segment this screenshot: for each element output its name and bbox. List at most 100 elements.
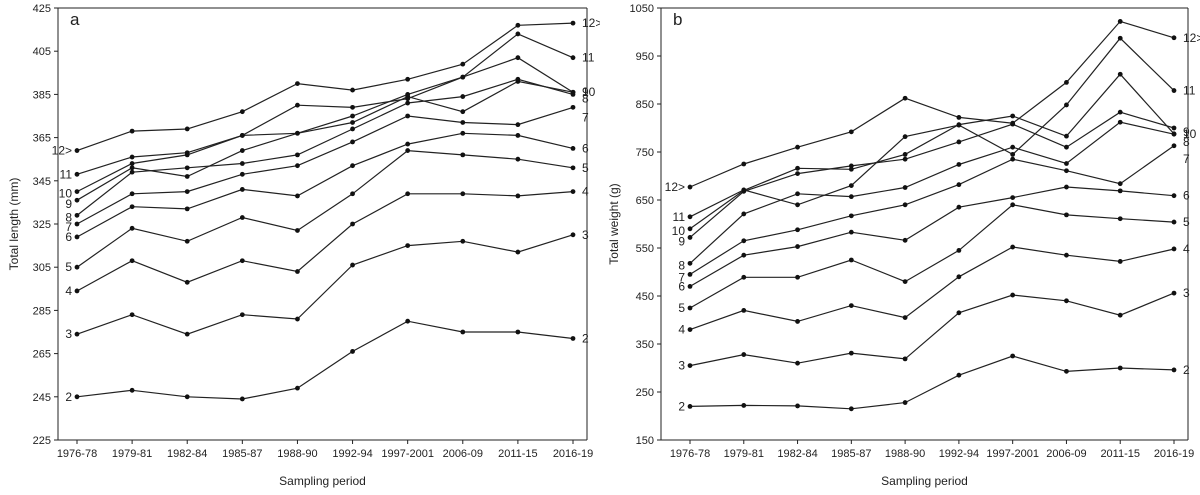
data-point (687, 363, 693, 368)
y-tick-label: 850 (636, 99, 654, 111)
data-point (295, 152, 300, 158)
series-start-label: 8 (65, 210, 72, 224)
data-point (74, 197, 80, 203)
data-point (1010, 113, 1016, 119)
series-end-label: 9 (1183, 125, 1190, 139)
series-line (76, 106, 574, 225)
series-line (689, 73, 1175, 230)
y-tick-label: 365 (33, 133, 51, 145)
data-point (239, 312, 245, 318)
data-point (848, 350, 854, 356)
data-point (687, 214, 693, 220)
data-point (848, 229, 854, 235)
data-point (956, 310, 962, 316)
series-end-label: 8 (582, 91, 589, 105)
data-point (129, 165, 135, 171)
data-point (795, 227, 800, 233)
data-point (295, 163, 300, 169)
data-point (1064, 102, 1069, 108)
series-start-label: 11 (673, 210, 686, 224)
data-point (460, 120, 466, 125)
data-point (184, 238, 190, 244)
data-point (460, 94, 466, 99)
series-12-plus: 12> 12> (665, 19, 1200, 194)
series-start-label: 6 (678, 279, 685, 293)
y-tick-label: 1050 (630, 3, 654, 15)
data-point (1171, 125, 1177, 131)
series-11: 11 11 (60, 31, 595, 181)
data-point (687, 305, 693, 311)
series-start-label: 12> (665, 180, 685, 194)
series-start-label: 12> (52, 144, 72, 158)
series-line (76, 33, 574, 175)
data-point (902, 95, 908, 101)
data-point (129, 312, 135, 318)
y-tick-label: 150 (636, 435, 654, 447)
data-point (184, 126, 190, 132)
data-point (515, 133, 521, 138)
data-point (1117, 365, 1123, 371)
data-point (1010, 120, 1016, 126)
x-tick-label: 2016-19 (1154, 448, 1194, 460)
data-point (350, 191, 355, 197)
y-tick-label: 345 (33, 176, 51, 188)
series-end-label: 12> (582, 16, 600, 30)
data-point (460, 191, 466, 197)
data-point (405, 191, 411, 197)
series-5: 55 (678, 202, 1190, 315)
data-point (460, 74, 466, 80)
series-11: 11 11 (673, 35, 1196, 224)
x-tick-label: 1988-90 (885, 448, 925, 460)
data-point (795, 274, 800, 280)
data-point (184, 165, 190, 171)
x-tick-label: 1976-78 (57, 448, 97, 460)
data-point (350, 104, 355, 110)
series-start-label: 7 (65, 220, 72, 234)
data-point (741, 274, 747, 280)
data-point (687, 272, 693, 277)
data-point (239, 148, 245, 153)
series-line (76, 78, 574, 216)
y-tick-label: 425 (33, 3, 51, 15)
series-8: 88 (678, 119, 1190, 272)
data-point (350, 221, 355, 227)
data-point (239, 171, 245, 177)
series-line (689, 246, 1175, 331)
x-tick-label: 1992-94 (332, 448, 372, 460)
series-end-label: 2 (1183, 363, 1190, 377)
data-point (848, 129, 854, 135)
data-point (741, 308, 747, 313)
series-end-label: 7 (1183, 152, 1190, 166)
series-line (689, 186, 1175, 287)
data-point (956, 274, 962, 280)
series-start-label: 2 (678, 399, 685, 413)
series-3: 33 (678, 286, 1190, 372)
y-tick-label: 305 (33, 262, 51, 274)
panel-label: b (673, 10, 682, 29)
y-tick-label: 450 (636, 291, 654, 303)
data-point (184, 206, 190, 212)
series-12-plus: 12> 12> (52, 16, 600, 157)
series-start-label: 11 (60, 167, 73, 181)
data-point (1117, 71, 1123, 77)
series-end-label: 8 (1183, 135, 1190, 149)
data-point (515, 249, 521, 255)
data-point (848, 213, 854, 219)
series-7: 77 (678, 143, 1190, 284)
series-end-label: 3 (1183, 286, 1190, 300)
data-point (129, 387, 135, 393)
series-end-label: 2 (582, 331, 589, 345)
data-point (795, 165, 800, 171)
data-point (184, 189, 190, 195)
data-point (460, 109, 466, 115)
data-point (902, 400, 908, 405)
data-point (460, 238, 466, 244)
data-point (1064, 133, 1069, 139)
series-line (689, 111, 1175, 238)
data-point (1117, 109, 1123, 115)
data-point (1010, 195, 1016, 201)
data-point (795, 244, 800, 249)
series-start-label: 3 (678, 359, 685, 373)
data-point (239, 161, 245, 166)
data-point (350, 163, 355, 169)
